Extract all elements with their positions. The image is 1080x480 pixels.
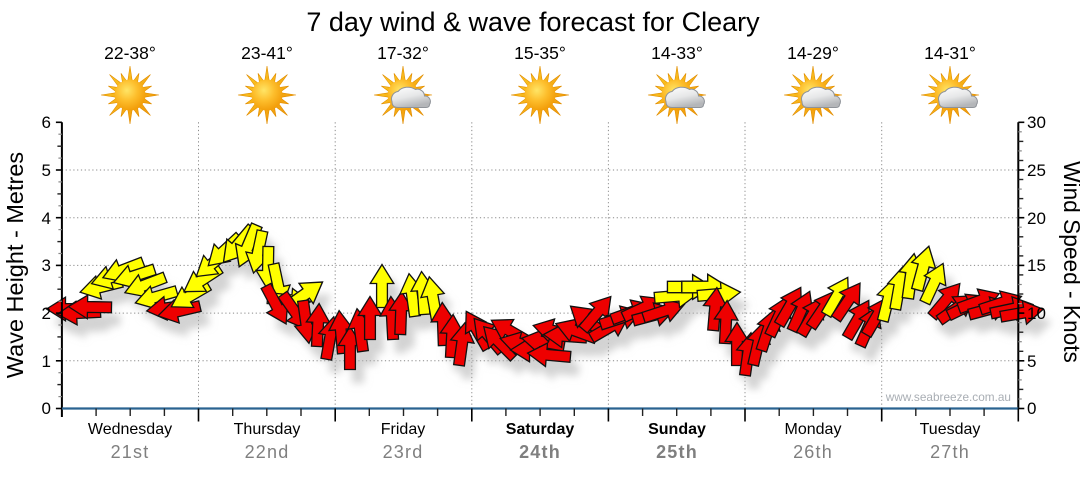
svg-text:4: 4 — [42, 209, 51, 228]
svg-text:14-29°: 14-29° — [787, 43, 839, 63]
svg-text:Wednesday: Wednesday — [88, 421, 172, 438]
svg-text:14-33°: 14-33° — [651, 43, 703, 63]
svg-text:7 day wind & wave forecast for: 7 day wind & wave forecast for Cleary — [306, 7, 760, 37]
svg-text:15-35°: 15-35° — [514, 43, 566, 63]
svg-text:6: 6 — [42, 113, 51, 132]
svg-text:10: 10 — [1027, 304, 1046, 323]
svg-text:22nd: 22nd — [245, 442, 290, 462]
svg-text:20: 20 — [1027, 209, 1046, 228]
svg-text:5: 5 — [42, 161, 51, 180]
svg-text:15: 15 — [1027, 256, 1046, 275]
svg-text:0: 0 — [42, 399, 51, 418]
svg-text:5: 5 — [1027, 352, 1036, 371]
svg-text:Saturday: Saturday — [506, 421, 575, 438]
svg-text:2: 2 — [42, 304, 51, 323]
svg-text:1: 1 — [42, 352, 51, 371]
svg-text:Tuesday: Tuesday — [920, 421, 981, 438]
svg-text:14-31°: 14-31° — [924, 43, 976, 63]
svg-text:27th: 27th — [930, 442, 970, 462]
svg-text:30: 30 — [1027, 113, 1046, 132]
svg-text:25th: 25th — [656, 442, 698, 462]
svg-text:24th: 24th — [519, 442, 561, 462]
svg-text:Monday: Monday — [785, 421, 842, 438]
svg-text:www.seabreeze.com.au: www.seabreeze.com.au — [885, 390, 1011, 404]
svg-text:Wind Speed - Knots: Wind Speed - Knots — [1059, 161, 1080, 363]
svg-text:Thursday: Thursday — [234, 421, 301, 438]
svg-text:23-41°: 23-41° — [241, 43, 293, 63]
svg-text:Sunday: Sunday — [648, 421, 706, 438]
svg-text:0: 0 — [1027, 399, 1036, 418]
svg-text:Wave Height - Metres: Wave Height - Metres — [2, 152, 28, 378]
svg-text:21st: 21st — [111, 442, 150, 462]
svg-text:26th: 26th — [793, 442, 833, 462]
svg-text:23rd: 23rd — [383, 442, 424, 462]
svg-text:25: 25 — [1027, 161, 1046, 180]
svg-text:3: 3 — [42, 256, 51, 275]
svg-text:22-38°: 22-38° — [104, 43, 156, 63]
svg-text:17-32°: 17-32° — [377, 43, 429, 63]
svg-text:Friday: Friday — [381, 421, 425, 438]
